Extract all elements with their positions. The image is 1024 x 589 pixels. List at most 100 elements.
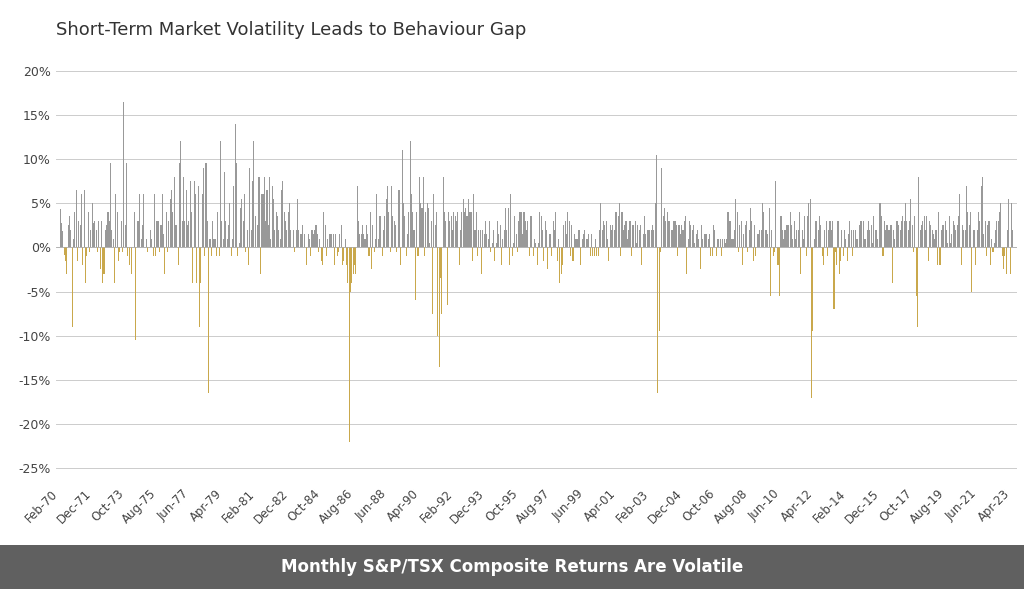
Bar [729, 221, 730, 247]
Bar [244, 194, 245, 247]
Bar [156, 247, 157, 256]
Bar [469, 212, 470, 247]
Bar [341, 226, 342, 247]
Bar [699, 247, 700, 269]
Bar [352, 247, 353, 274]
Bar [882, 216, 883, 247]
Bar [672, 230, 673, 247]
Bar [383, 230, 384, 247]
Bar [387, 186, 388, 247]
Bar [1011, 203, 1012, 247]
Bar [280, 239, 281, 247]
Bar [345, 239, 346, 247]
Bar [127, 247, 128, 256]
Bar [602, 230, 603, 247]
Bar [233, 186, 234, 247]
Bar [846, 239, 847, 247]
Bar [919, 177, 920, 247]
Bar [500, 226, 501, 247]
Bar [267, 226, 269, 247]
Bar [195, 194, 196, 247]
Bar [896, 221, 897, 247]
Bar [59, 209, 60, 247]
Bar [248, 247, 249, 265]
Bar [871, 243, 872, 247]
Bar [346, 247, 347, 265]
Bar [499, 234, 500, 247]
Bar [943, 226, 944, 247]
Bar [992, 247, 993, 252]
Bar [147, 247, 148, 252]
Bar [815, 221, 816, 247]
Bar [965, 230, 966, 247]
Bar [819, 216, 820, 247]
Bar [580, 230, 581, 247]
Bar [607, 239, 608, 247]
Bar [517, 247, 518, 252]
Bar [1007, 230, 1008, 247]
Bar [239, 243, 240, 247]
Bar [161, 226, 162, 247]
Bar [978, 212, 979, 247]
Bar [920, 230, 921, 247]
Bar [364, 234, 365, 247]
Bar [435, 226, 436, 247]
Bar [883, 247, 884, 256]
Bar [1006, 247, 1007, 274]
Bar [734, 230, 735, 247]
Bar [88, 212, 89, 247]
Bar [731, 239, 732, 247]
Bar [275, 212, 276, 247]
Bar [454, 212, 455, 247]
Bar [808, 203, 809, 247]
Bar [868, 221, 869, 247]
Bar [359, 234, 360, 247]
Bar [542, 230, 543, 247]
Bar [391, 186, 392, 247]
Bar [440, 247, 441, 279]
Bar [215, 239, 216, 247]
Bar [685, 216, 686, 247]
Bar [830, 230, 831, 247]
Bar [701, 226, 702, 247]
Bar [753, 247, 754, 260]
Bar [761, 230, 762, 247]
Bar [979, 221, 980, 247]
Bar [928, 247, 929, 260]
Bar [569, 247, 571, 256]
Bar [823, 247, 824, 265]
Bar [84, 190, 85, 247]
Bar [911, 226, 912, 247]
Bar [547, 247, 549, 269]
Bar [493, 230, 494, 247]
Bar [982, 177, 983, 247]
Bar [961, 247, 962, 265]
Bar [461, 212, 462, 247]
Bar [224, 172, 225, 247]
Bar [783, 239, 784, 247]
Bar [781, 230, 783, 247]
Bar [229, 203, 230, 247]
Bar [61, 223, 62, 247]
Bar [139, 194, 140, 247]
Bar [316, 234, 317, 247]
Bar [748, 247, 749, 252]
Bar [749, 230, 750, 247]
Bar [257, 226, 258, 247]
Bar [733, 239, 734, 247]
Bar [617, 216, 618, 247]
Bar [489, 221, 490, 247]
Bar [296, 230, 297, 247]
Bar [679, 226, 680, 247]
Bar [444, 212, 445, 247]
Bar [211, 247, 212, 256]
Bar [118, 247, 119, 260]
Bar [975, 247, 976, 265]
Bar [479, 230, 481, 247]
Bar [966, 186, 967, 247]
Bar [300, 234, 301, 247]
Bar [456, 221, 457, 247]
Bar [243, 221, 244, 247]
Bar [956, 226, 957, 247]
Bar [301, 234, 302, 247]
